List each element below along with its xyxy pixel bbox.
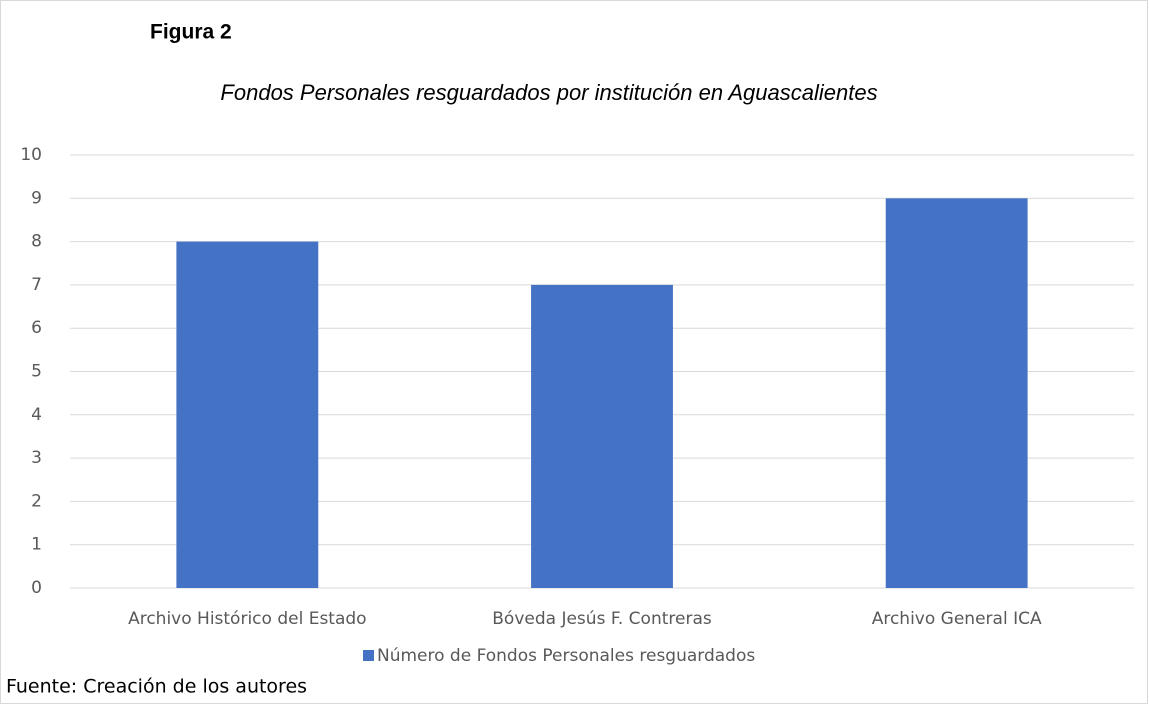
y-tick-label: 7	[31, 275, 42, 295]
y-tick-label: 3	[31, 448, 42, 468]
x-tick-label: Archivo General ICA	[872, 609, 1042, 629]
y-tick-label: 9	[31, 188, 42, 208]
legend-swatch	[363, 650, 374, 661]
bar	[176, 241, 319, 588]
bar	[531, 284, 673, 588]
x-tick-label: Bóveda Jesús F. Contreras	[492, 609, 712, 629]
y-tick-label: 4	[31, 405, 42, 425]
y-tick-label: 0	[31, 578, 42, 598]
legend-label: Número de Fondos Personales resguardados	[377, 646, 755, 666]
y-tick-label: 8	[31, 232, 42, 252]
x-tick-label: Archivo Histórico del Estado	[128, 609, 367, 629]
y-tick-label: 1	[31, 535, 42, 555]
y-tick-label: 6	[31, 318, 42, 338]
y-tick-label: 10	[20, 145, 42, 165]
chart-title: Fondos Personales resguardados por insti…	[220, 80, 877, 105]
figure-label: Figura 2	[150, 21, 232, 44]
source-note: Fuente: Creación de los autores	[6, 676, 307, 698]
y-tick-label: 5	[31, 362, 42, 382]
bar	[885, 198, 1028, 589]
y-tick-label: 2	[31, 491, 42, 511]
